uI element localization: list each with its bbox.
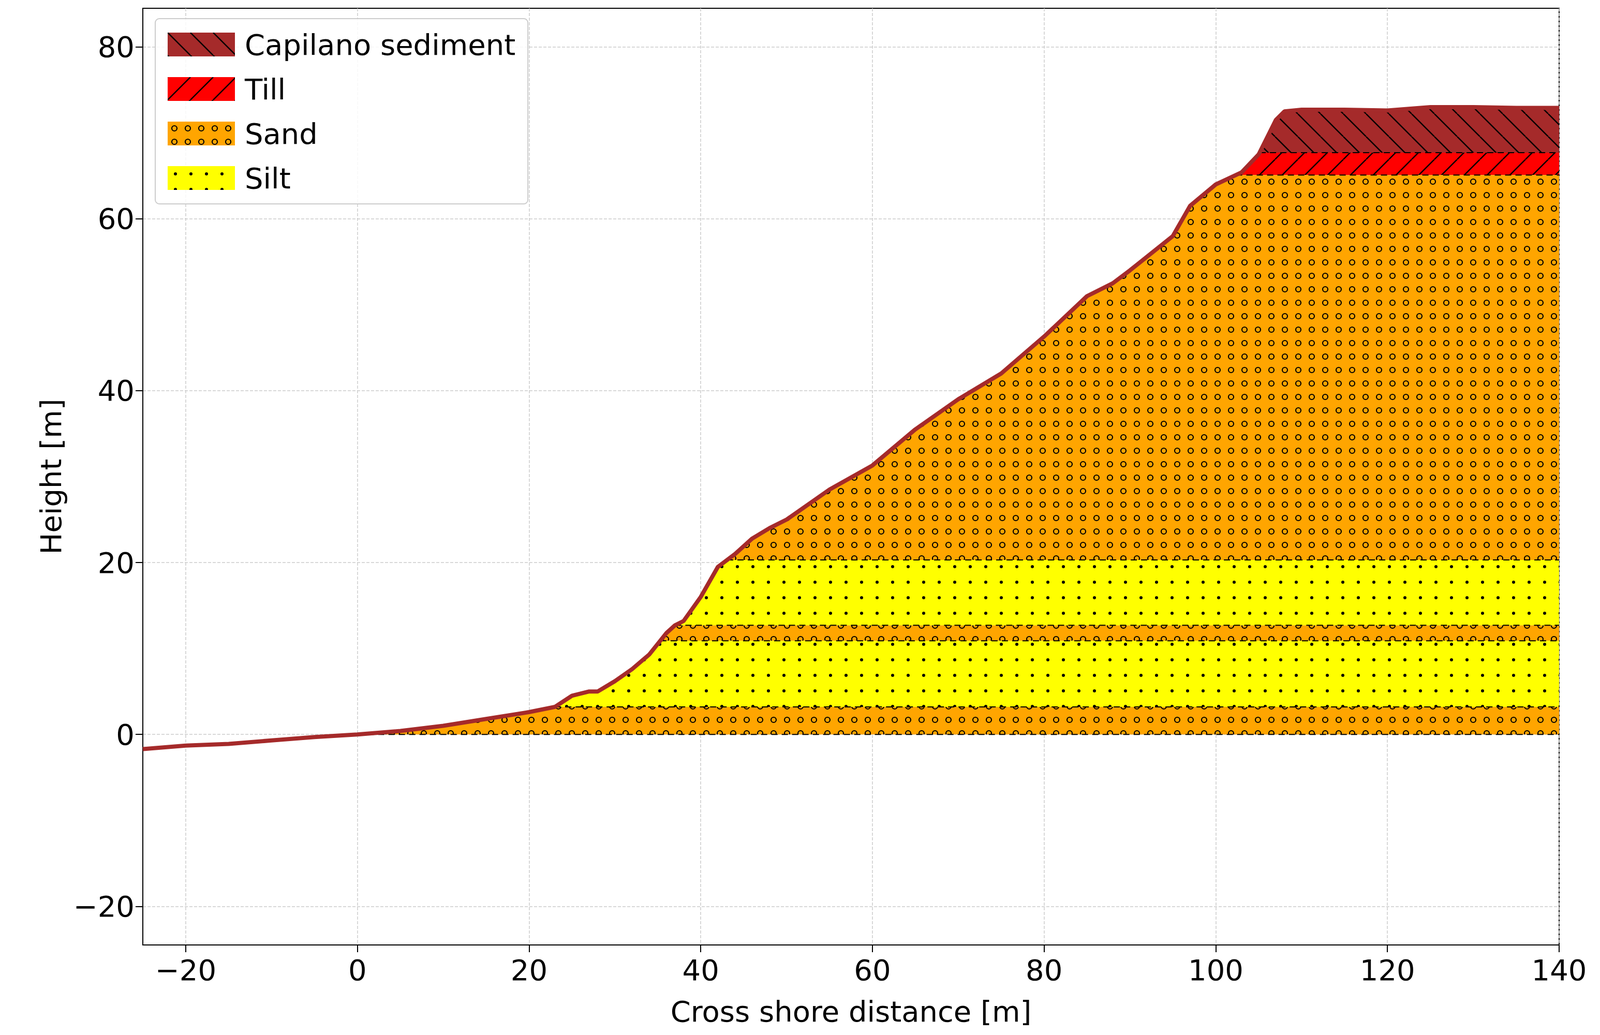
svg-text:100: 100 <box>1188 953 1244 987</box>
svg-text:40: 40 <box>682 953 720 987</box>
svg-text:80: 80 <box>1025 953 1063 987</box>
svg-text:Capilano sediment: Capilano sediment <box>244 27 516 62</box>
svg-text:20: 20 <box>97 545 135 580</box>
svg-text:20: 20 <box>510 953 548 987</box>
svg-text:−20: −20 <box>155 953 217 987</box>
svg-text:60: 60 <box>853 953 891 987</box>
svg-text:Height [m]: Height [m] <box>34 398 68 555</box>
svg-text:Cross shore distance [m]: Cross shore distance [m] <box>670 994 1032 1029</box>
svg-text:120: 120 <box>1359 953 1416 987</box>
svg-text:−20: −20 <box>73 889 135 924</box>
svg-text:Sand: Sand <box>244 116 318 151</box>
svg-text:140: 140 <box>1531 953 1588 987</box>
svg-text:60: 60 <box>97 201 135 236</box>
svg-text:40: 40 <box>97 373 135 408</box>
svg-text:Silt: Silt <box>244 161 291 196</box>
svg-text:0: 0 <box>115 717 135 752</box>
svg-text:80: 80 <box>97 30 135 64</box>
svg-text:0: 0 <box>348 953 367 987</box>
svg-text:Till: Till <box>244 72 286 107</box>
